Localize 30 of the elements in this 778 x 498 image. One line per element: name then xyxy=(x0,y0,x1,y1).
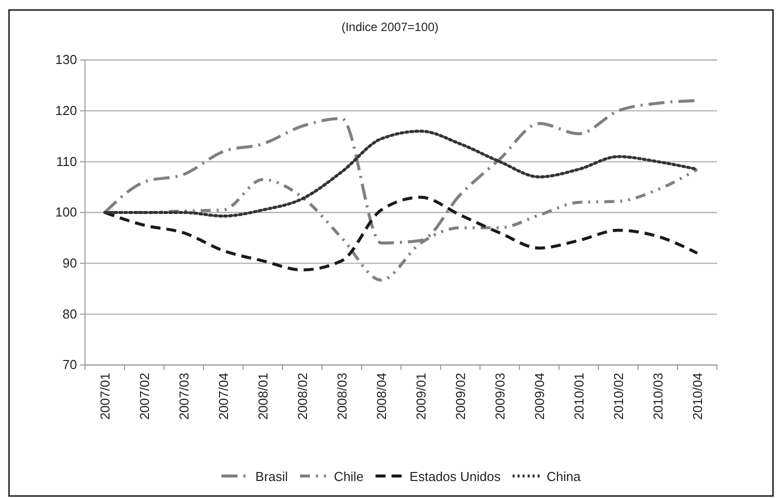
x-tick-label: 2007/01 xyxy=(97,372,112,420)
y-tick-label: 130 xyxy=(55,52,77,68)
legend-label: China xyxy=(546,469,582,484)
legend-label: Estados Unidos xyxy=(410,469,502,484)
x-tick-label: 2008/02 xyxy=(294,372,310,420)
x-tick-label: 2007/04 xyxy=(216,372,231,420)
x-tick-label: 2010/04 xyxy=(690,372,705,420)
y-tick-label: 100 xyxy=(55,204,77,220)
x-tick-label: 2009/04 xyxy=(532,372,547,420)
x-tick-label: 2008/04 xyxy=(374,372,389,420)
legend-label: Chile xyxy=(334,469,364,484)
x-tick-label: 2007/03 xyxy=(176,372,192,420)
y-tick-label: 70 xyxy=(62,357,77,372)
y-tick-label: 110 xyxy=(56,154,77,169)
legend-label: Brasil xyxy=(255,469,288,484)
line-series xyxy=(103,130,699,218)
y-tick-label: 80 xyxy=(62,306,77,322)
x-tick-label: 2010/03 xyxy=(650,372,666,420)
x-tick-label: 2009/02 xyxy=(452,372,468,420)
x-tick-label: 2010/02 xyxy=(610,372,626,420)
x-tick-label: 2009/01 xyxy=(413,372,428,420)
chart-subtitle: (Indice 2007=100) xyxy=(341,20,439,34)
y-tick-label: 120 xyxy=(55,102,77,118)
x-tick-label: 2008/01 xyxy=(255,372,270,420)
x-tick-label: 2010/01 xyxy=(571,372,586,420)
x-tick-label: 2009/03 xyxy=(492,372,508,420)
line-series xyxy=(103,196,699,272)
y-tick-label: 90 xyxy=(62,255,77,270)
x-tick-label: 2007/02 xyxy=(136,372,152,420)
x-tick-label: 2008/03 xyxy=(334,372,350,420)
